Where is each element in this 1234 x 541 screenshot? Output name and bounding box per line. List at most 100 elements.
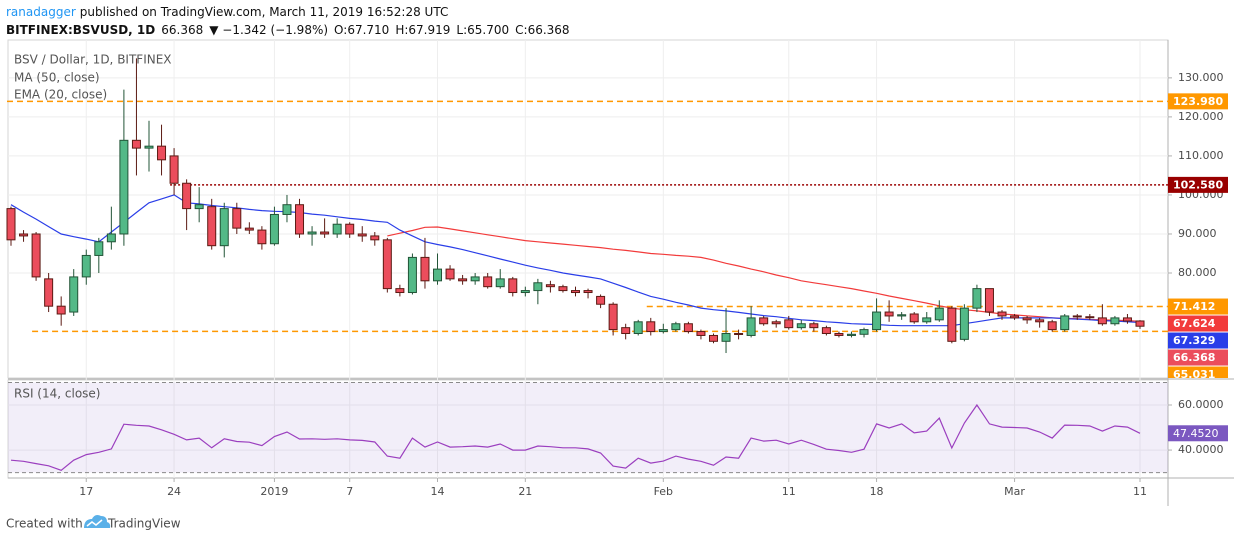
candle-body [332,223,342,235]
price-label-box [1168,425,1228,442]
price-label: 67.329 [1173,334,1215,347]
candle-body [6,208,16,241]
candle-body [809,323,819,329]
candle-body [596,295,606,305]
candle-body [1010,315,1020,319]
candle-body [307,231,317,235]
x-tick-label: 18 [870,485,884,498]
candle-body [897,314,907,317]
candle-body [445,268,455,280]
candle-body [144,145,154,149]
candle-body [495,278,505,288]
ohlc-key: H: [395,23,408,37]
price-label-box [1168,332,1228,349]
candle-body [1097,317,1107,325]
price-label: 66.368 [1173,351,1215,364]
candle-body [959,307,969,340]
brand-logo[interactable] [84,515,111,528]
candle-body [81,254,91,278]
candle-body [382,239,392,290]
candle-body [884,311,894,317]
candle-body [558,286,568,292]
candle-body [345,223,355,235]
price-label-box [1168,176,1228,193]
rsi-title: RSI (14, close) [14,387,100,401]
candle-body [646,321,656,333]
candle-body [182,182,192,210]
candle-body [232,208,242,229]
candle-body [508,278,518,294]
price-label: 47.4520 [1173,427,1219,440]
price-label: 123.980 [1173,95,1223,108]
candle-body [483,276,493,288]
candle-body [571,290,580,294]
ohlc-key: O: [334,23,347,37]
candle-body [94,241,104,256]
legend-entry: MA (50, close) [14,71,100,85]
candle-body [244,227,254,231]
legend-entry: EMA (20, close) [14,88,107,102]
candle-body [721,333,731,342]
y-tick-label: 110.000 [1178,149,1224,162]
price-label: 65.031 [1173,368,1215,381]
candle-body [621,327,631,335]
candle-body [533,282,543,292]
candle-body [119,139,129,235]
candle-body [433,268,443,282]
price-label-box [1168,349,1228,366]
candle-body [1022,317,1032,321]
candle-body [1035,319,1045,323]
candle-body [1060,315,1070,331]
candle-body [1085,316,1095,319]
candle-body [746,317,756,336]
candle-body [972,288,982,309]
author[interactable]: ranadagger [6,5,76,19]
rsi-labels: 47.4520 [1168,425,1228,442]
candle-body [834,333,844,336]
candle-body [984,288,994,313]
symbol-line: BITFINEX:BSVUSD, 1D 66.368 ▼ −1.342 (−1.98… [6,23,570,37]
candle-body [219,208,229,247]
rsi-band [8,382,1168,473]
x-tick-label: Mar [1004,485,1025,498]
ohlc-key: C: [515,23,527,37]
logo-line [86,519,103,527]
candle-body [683,323,693,333]
candle-body [821,327,831,335]
x-tick-label: 7 [346,485,353,498]
candle-body [1072,315,1082,318]
candle-body [734,333,744,336]
grid: 130.000120.000110.000100.00090.00080.000… [8,40,1224,498]
ohlc-value: 67.919 [408,23,450,37]
candle-body [470,276,480,282]
candle-body [357,233,367,237]
candle-body [997,311,1007,317]
last-price: 66.368 [161,23,203,37]
candle-body [19,233,29,237]
ohlc-value: 66.368 [528,23,570,37]
candle-body [696,331,706,336]
candle-body [583,290,593,294]
y-tick-label: 90.000 [1178,227,1217,240]
candle-body [395,288,405,294]
candle-body [207,206,217,247]
candle-body [909,313,919,323]
footer-brand[interactable]: TradingView [107,517,181,531]
candle-body [784,319,794,329]
price-labels: 123.980 102.580 71.412 67.624 67.329 66.368 65… [1168,93,1228,381]
price-label: 67.624 [1173,317,1216,330]
price-label-box [1168,315,1228,332]
x-tick-label: 11 [1133,485,1147,498]
x-tick-label: 17 [79,485,93,498]
candle-body [671,323,681,331]
candle-body [947,307,957,342]
candle-body [295,204,305,235]
candle-body [608,303,618,331]
change: ▼ −1.342 (−1.98%) [209,23,328,37]
plot [6,58,1168,474]
candle-body [370,235,380,241]
candle-body [872,311,882,331]
candle-body [407,256,417,294]
y-tick-label: 120.000 [1178,110,1224,123]
candle-body [31,233,41,278]
